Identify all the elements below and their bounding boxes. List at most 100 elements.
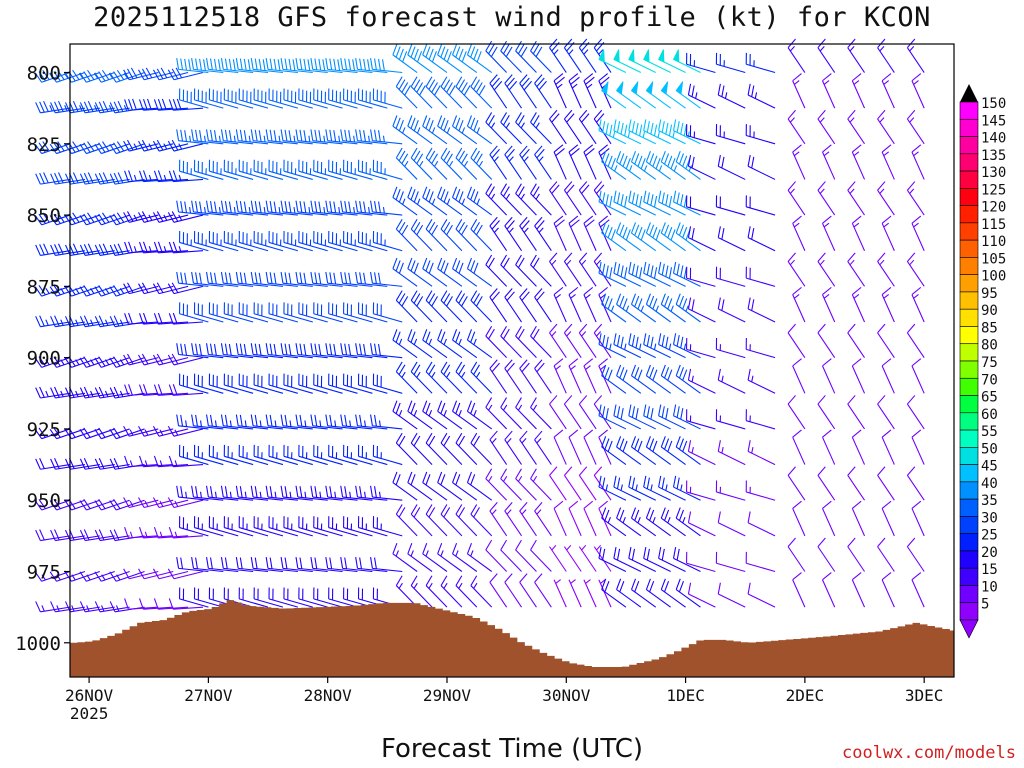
wind-barb <box>568 144 582 180</box>
y-tick-label: 900 <box>27 348 61 370</box>
wind-barb <box>593 395 612 430</box>
wind-barb <box>295 343 328 359</box>
wind-barb <box>191 58 224 74</box>
wind-barb <box>534 501 552 537</box>
colorbar-label: 150 <box>981 96 1006 112</box>
wind-barb <box>35 458 71 470</box>
wind-barb <box>593 181 612 216</box>
colorbar-label: 85 <box>981 320 998 336</box>
wind-barb <box>238 88 269 109</box>
wind-barb <box>65 172 100 185</box>
wind-barb <box>466 44 493 73</box>
wind-barb <box>881 500 895 537</box>
wind-barb <box>79 529 115 542</box>
wind-barb <box>593 323 612 358</box>
colorbar-swatch <box>959 170 979 189</box>
chart-title: 2025112518 GFS forecast wind profile (kt… <box>93 2 931 33</box>
wind-barb <box>660 507 686 537</box>
colorbar-swatch <box>959 602 979 621</box>
colorbar-swatch <box>959 412 979 431</box>
wind-barb <box>616 507 642 537</box>
wind-barb <box>821 500 836 537</box>
wind-barb <box>205 557 239 573</box>
wind-barb <box>717 582 746 608</box>
wind-barb <box>410 76 433 109</box>
x-tick-sublabel: 2025 <box>70 704 109 723</box>
wind-barb <box>578 544 597 572</box>
wind-barb <box>205 485 239 501</box>
wind-barb <box>747 83 776 109</box>
wind-barb <box>425 219 448 252</box>
colorbar-label: 40 <box>981 476 998 492</box>
wind-barb <box>283 88 313 109</box>
wind-barb <box>123 211 159 223</box>
wind-barb <box>911 144 925 180</box>
wind-barb <box>325 58 358 74</box>
wind-barb <box>343 516 373 537</box>
wind-barb <box>268 302 299 323</box>
wind-barb <box>500 325 522 359</box>
wind-barb <box>715 409 746 430</box>
wind-barb <box>578 466 597 501</box>
wind-barb <box>268 587 299 608</box>
wind-barb <box>35 529 71 542</box>
wind-barb <box>167 67 204 81</box>
wind-barb <box>613 333 642 359</box>
wind-barb <box>313 159 343 180</box>
colorbar-swatch <box>959 291 979 310</box>
wind-barb <box>598 579 612 608</box>
wind-barb <box>437 400 463 430</box>
wind-barb <box>568 215 582 251</box>
wind-barb <box>343 444 373 466</box>
wind-barb <box>534 430 552 465</box>
wind-barb <box>220 557 254 573</box>
wind-barb <box>877 181 895 216</box>
wind-barb <box>534 359 552 394</box>
wind-barb <box>534 573 552 608</box>
wind-barb <box>176 129 209 145</box>
wind-barb <box>504 573 522 608</box>
wind-barb <box>265 271 298 287</box>
wind-barb <box>152 497 189 509</box>
wind-barb <box>395 76 418 109</box>
wind-barb <box>280 557 313 573</box>
wind-barb <box>313 444 343 466</box>
wind-barb <box>94 386 130 399</box>
wind-barb <box>340 343 373 359</box>
wind-barb <box>851 500 866 537</box>
wind-barb <box>658 333 686 359</box>
wind-barb <box>138 67 174 81</box>
wind-barb <box>553 215 567 251</box>
wind-barb <box>504 145 522 180</box>
wind-barb <box>578 252 597 287</box>
wind-barb <box>168 598 204 610</box>
wind-barb <box>715 266 746 287</box>
wind-barb <box>686 480 716 501</box>
wind-barb <box>355 485 388 501</box>
wind-barb <box>94 570 130 582</box>
colorbar-label: 10 <box>981 579 998 595</box>
credit-link[interactable]: coolwx.com/models <box>842 743 1016 763</box>
wind-barb <box>470 361 493 394</box>
colorbar-swatch <box>959 429 979 448</box>
wind-barb <box>630 81 657 109</box>
colorbar-label: 140 <box>981 131 1006 147</box>
wind-barb <box>370 271 403 287</box>
wind-barb <box>717 154 746 180</box>
wind-barb <box>283 159 313 180</box>
wind-barb <box>578 395 597 430</box>
wind-barb <box>176 58 209 74</box>
wind-barb <box>534 288 552 323</box>
wind-barb <box>422 257 448 287</box>
wind-barb <box>138 139 174 152</box>
wind-barb <box>250 343 284 359</box>
wind-barb <box>440 504 463 537</box>
wind-barb <box>343 231 373 252</box>
wind-barb <box>563 252 582 287</box>
wind-barb <box>598 547 627 572</box>
wind-barb <box>355 271 388 287</box>
wind-barb <box>519 430 537 465</box>
y-tick-label: 875 <box>27 276 61 298</box>
colorbar-swatch <box>959 550 979 569</box>
wind-barb <box>601 293 627 323</box>
